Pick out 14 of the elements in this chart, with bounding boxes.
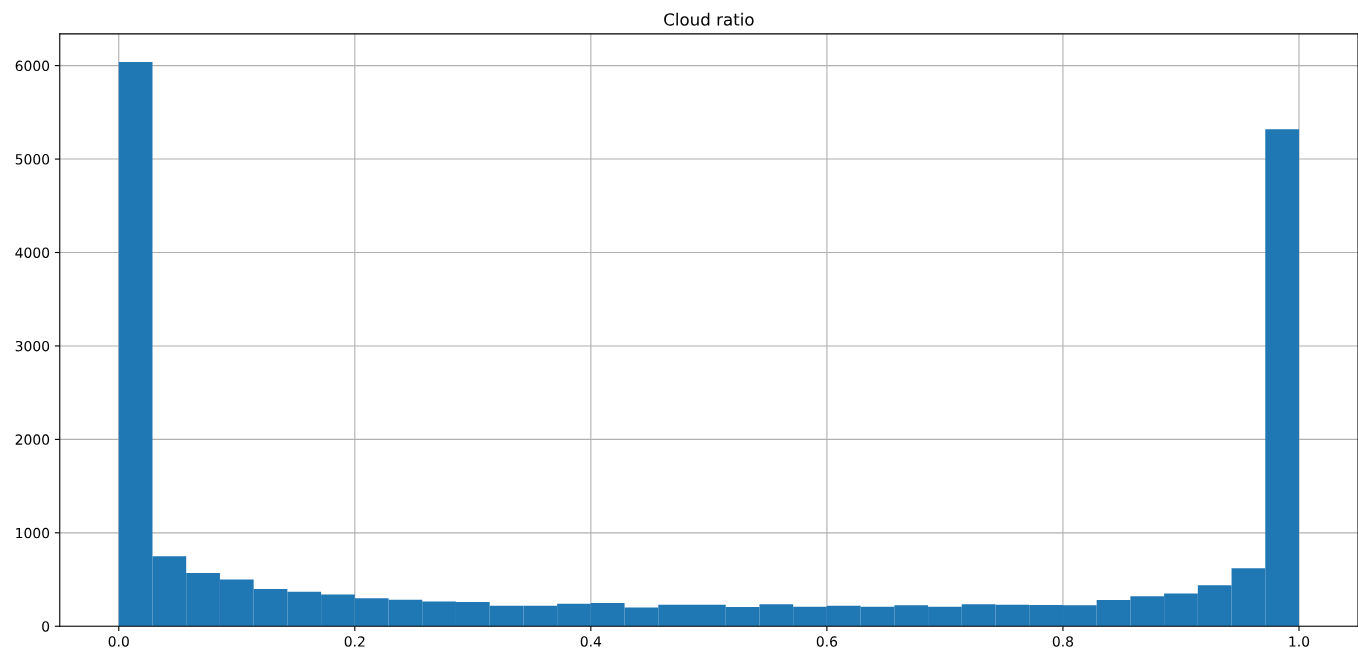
y-tick-label: 6000 (15, 60, 50, 72)
y-tick-label: 4000 (15, 247, 50, 258)
x-tick-label: 0.6 (816, 636, 838, 647)
x-tick-label: 0.4 (580, 636, 602, 647)
x-tick-label: 0.8 (1052, 636, 1074, 647)
y-tick-label: 0 (42, 621, 50, 632)
y-tick-label: 5000 (15, 154, 50, 165)
x-tick-label: 1.0 (1289, 636, 1310, 647)
y-tick-label: 1000 (16, 527, 50, 539)
x-tick-label: 0.2 (344, 636, 365, 647)
chart-title: Cloud ratio (664, 12, 754, 26)
x-tick-label: 0.0 (108, 636, 129, 647)
y-tick-label: 3000 (15, 340, 50, 352)
y-tick-label: 2000 (15, 434, 50, 445)
